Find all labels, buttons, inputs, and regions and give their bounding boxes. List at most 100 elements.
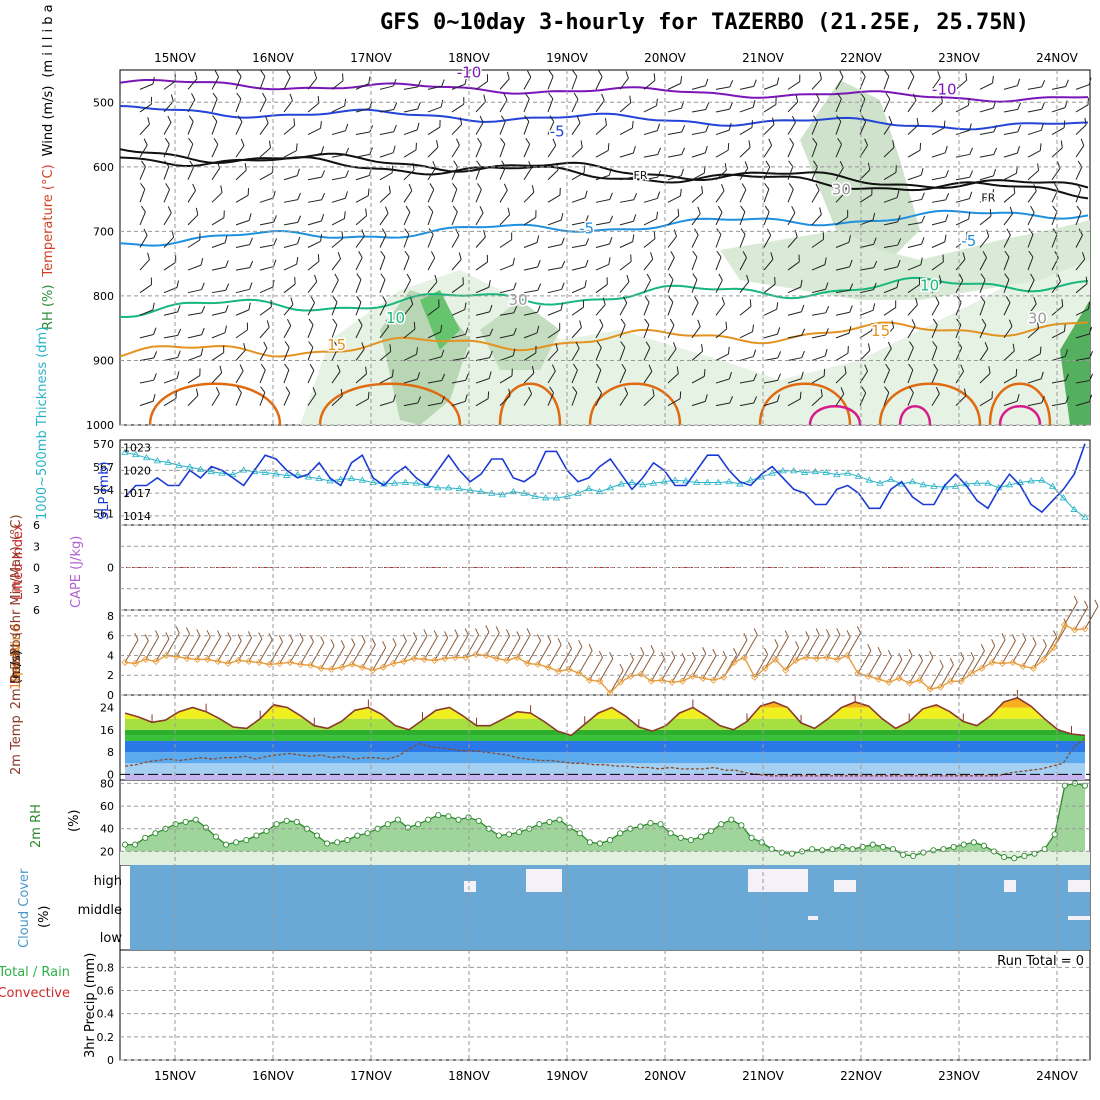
rh-point bbox=[839, 843, 846, 850]
rh-ylabel: 2m RH bbox=[29, 804, 44, 848]
wind-point bbox=[802, 653, 810, 662]
wind-barb bbox=[859, 162, 871, 181]
date-label-bottom: 16NOV bbox=[252, 1069, 294, 1083]
wind-barb bbox=[403, 162, 415, 181]
wind-barb bbox=[811, 115, 818, 135]
wind-barb bbox=[835, 283, 854, 294]
wind-barb bbox=[475, 229, 486, 248]
wind-barb-10m bbox=[578, 644, 593, 674]
wind-barb bbox=[331, 191, 348, 203]
wind-barb bbox=[739, 373, 758, 384]
wind-barb bbox=[691, 185, 704, 203]
wind-barb bbox=[403, 102, 421, 113]
wind-barb bbox=[259, 140, 271, 158]
wind-barb bbox=[955, 73, 968, 90]
isotherm-line bbox=[119, 79, 1089, 103]
wind-barb bbox=[139, 117, 150, 135]
rh-point bbox=[435, 812, 442, 819]
wind-barb bbox=[763, 138, 773, 158]
wind-point bbox=[998, 659, 1006, 667]
wind-barb-10m bbox=[898, 648, 913, 679]
wind-point bbox=[410, 654, 418, 662]
wind-barb bbox=[979, 125, 998, 136]
wind-barb bbox=[547, 213, 564, 226]
wind-barb bbox=[235, 163, 247, 181]
isotherm-label: -5 bbox=[550, 122, 565, 140]
wind-barb bbox=[955, 170, 974, 181]
wind-point bbox=[493, 654, 501, 662]
rh-point bbox=[566, 824, 573, 831]
wind-barb bbox=[979, 147, 998, 158]
wind-barb bbox=[883, 259, 901, 271]
wind-point bbox=[720, 673, 728, 681]
wind-label-part: 10m Wind bbox=[9, 624, 24, 690]
wind-barb bbox=[211, 185, 223, 203]
wind-barb bbox=[571, 92, 579, 113]
wind-point bbox=[420, 655, 428, 663]
rh-point bbox=[223, 841, 230, 848]
wind-barb-10m bbox=[805, 628, 820, 658]
wind-barb-10m bbox=[176, 627, 191, 657]
thickness-point bbox=[175, 461, 183, 468]
wind-barb bbox=[739, 120, 753, 135]
wind-barb bbox=[955, 318, 962, 339]
wind-barb-10m bbox=[568, 640, 583, 670]
wind-barb bbox=[883, 300, 897, 316]
wind-barb bbox=[355, 188, 370, 203]
temp-band bbox=[125, 740, 1085, 753]
wind-barb-10m bbox=[1074, 600, 1089, 631]
wind-barb bbox=[331, 123, 349, 136]
wind-point bbox=[131, 659, 139, 667]
rh-point bbox=[970, 839, 977, 846]
wind-point bbox=[348, 660, 356, 668]
wind-barb bbox=[811, 207, 822, 226]
wind-barb bbox=[379, 124, 397, 136]
temp-label-part: (6hr Min/Max) bbox=[9, 546, 24, 636]
warm-arch bbox=[878, 382, 982, 426]
wind-point bbox=[482, 651, 490, 660]
wind-barb bbox=[403, 142, 417, 158]
wind-barb bbox=[499, 232, 513, 248]
wind-barb bbox=[811, 348, 828, 361]
cloud-gap bbox=[808, 916, 818, 920]
wind-barb bbox=[571, 320, 582, 339]
wind-point bbox=[358, 663, 366, 671]
thickness-point bbox=[132, 450, 140, 458]
wind-barb bbox=[979, 318, 987, 339]
date-label-bottom: 22NOV bbox=[840, 1069, 882, 1083]
wind-barb bbox=[427, 183, 435, 203]
wind-barb bbox=[235, 282, 253, 294]
wind-barb bbox=[403, 80, 422, 90]
wind-barb bbox=[667, 342, 677, 361]
wind-barb bbox=[1075, 205, 1082, 226]
wind-barb-10m bbox=[465, 628, 480, 658]
wind-barb bbox=[211, 92, 218, 113]
wind-point bbox=[699, 674, 707, 682]
isotherm-label: 30 bbox=[1028, 310, 1047, 328]
rh-point bbox=[607, 837, 614, 844]
wind-barb bbox=[643, 231, 656, 248]
date-label-bottom: 21NOV bbox=[742, 1069, 784, 1083]
slp-tick: 1023 bbox=[123, 442, 151, 455]
wind-barb bbox=[931, 71, 941, 90]
wind-barb bbox=[139, 302, 155, 316]
wind-barb-10m bbox=[527, 634, 542, 664]
hot-arch bbox=[898, 405, 932, 426]
wind-barb bbox=[619, 341, 626, 361]
thickness-point bbox=[283, 471, 291, 478]
wind-barb bbox=[955, 123, 972, 136]
wind-barb bbox=[739, 161, 749, 181]
wind-barb bbox=[595, 215, 614, 226]
wind-barb bbox=[595, 168, 612, 181]
li-tick: 6 bbox=[33, 519, 40, 532]
wind-barb bbox=[691, 250, 698, 271]
rh-tick: 40 bbox=[100, 823, 114, 836]
wind-barb bbox=[667, 208, 680, 226]
wind-barb bbox=[835, 346, 849, 361]
wind-point bbox=[585, 676, 594, 684]
date-label-bottom: 23NOV bbox=[938, 1069, 980, 1083]
wind-barb bbox=[1027, 80, 1046, 90]
slp-tick: 1020 bbox=[123, 464, 151, 477]
wind-tick: 0 bbox=[107, 689, 114, 702]
